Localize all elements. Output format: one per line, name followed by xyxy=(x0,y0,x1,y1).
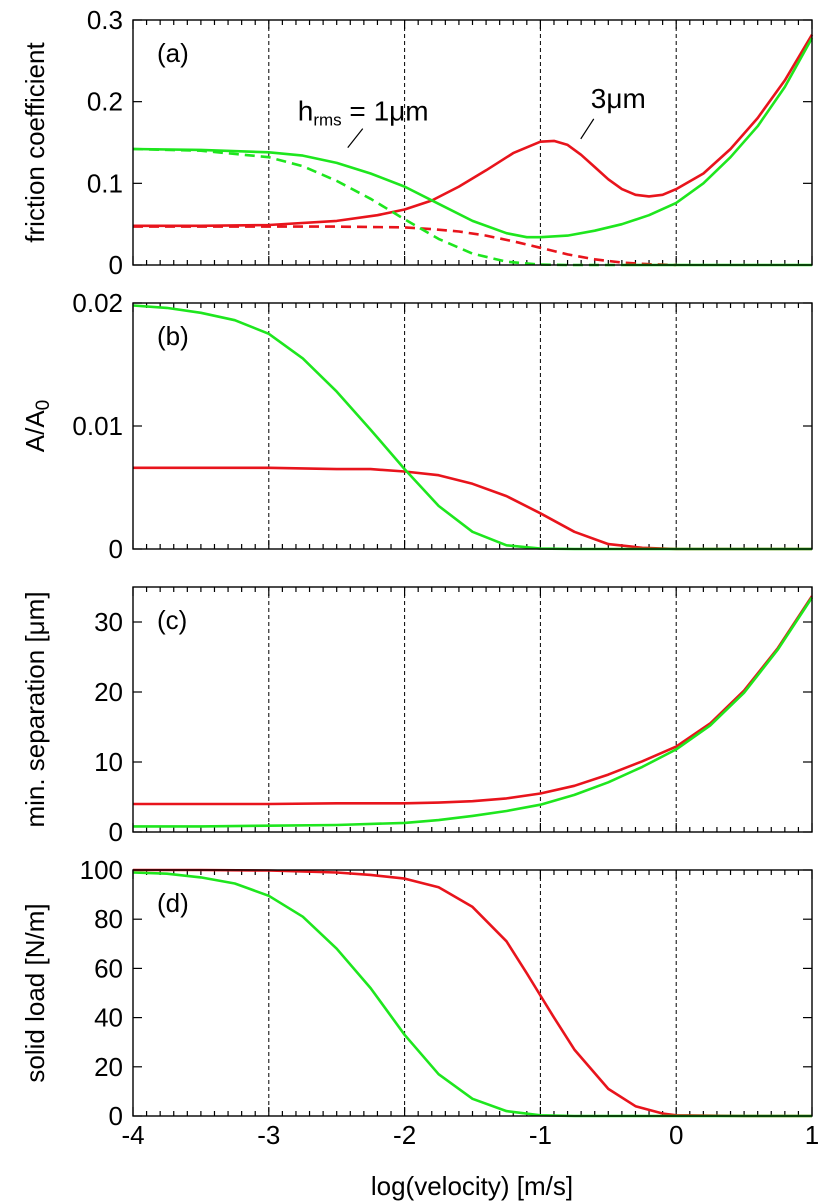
y-tick-label: 60 xyxy=(94,953,123,983)
x-tick-label: -4 xyxy=(121,1120,144,1150)
series-green xyxy=(133,596,814,828)
series-red xyxy=(133,595,814,806)
annotation-3um: 3μm xyxy=(591,83,646,114)
annotation-hrms: hrms = 1μm xyxy=(298,96,429,130)
y-tick-label: 0.2 xyxy=(87,87,123,117)
y-axis-label: min. separation [μm] xyxy=(20,591,50,827)
y-tick-label: 0 xyxy=(109,1101,123,1131)
series-green xyxy=(132,871,812,1118)
plot-frame xyxy=(132,869,813,1117)
x-tick-label: -3 xyxy=(257,1120,280,1150)
y-tick-label: 0 xyxy=(109,534,123,564)
panel-tag: (d) xyxy=(157,888,189,918)
y-tick-label: 20 xyxy=(94,677,123,707)
annotation-sub: rms xyxy=(313,111,341,130)
series-green-dash xyxy=(132,147,622,267)
series-green xyxy=(132,304,812,551)
y-axis-label: solid load [N/m] xyxy=(20,903,50,1082)
y-tick-label: 100 xyxy=(80,855,123,885)
y-tick-label: 0 xyxy=(109,250,123,280)
y-axis-label: friction coefficient xyxy=(20,42,50,243)
annotation-pointer xyxy=(580,118,595,140)
series-red xyxy=(133,466,812,551)
y-tick-label: 80 xyxy=(94,904,123,934)
y-axis-label: A/A0 xyxy=(20,400,54,453)
series-red-solid xyxy=(133,34,814,228)
panel-tag: (a) xyxy=(157,38,189,68)
panel-d: 0 20 40 60 80 100 -4 -3 -2 -1 0 1 (d) solid load [N/m… xyxy=(20,855,819,1150)
panel-tag: (c) xyxy=(157,605,187,635)
x-tick-label: 0 xyxy=(669,1120,683,1150)
plot-frame xyxy=(132,19,813,266)
y-tick-label: 30 xyxy=(94,607,123,637)
plot-frame xyxy=(132,302,813,550)
y-tick-label: 0 xyxy=(109,817,123,847)
y-tick-label: 40 xyxy=(94,1003,123,1033)
annotation-pointer xyxy=(347,128,364,149)
series-green-solid xyxy=(132,37,814,239)
panels-group: 0 0.1 0.2 0.3 (a) friction coefficient hrms = … xyxy=(20,5,819,1150)
y-tick-label: 0.3 xyxy=(87,5,123,35)
panel-a: 0 0.1 0.2 0.3 (a) friction coefficient hrms = … xyxy=(20,5,814,280)
y-tick-label: 0.1 xyxy=(87,168,123,198)
y-tick-label: 20 xyxy=(94,1052,123,1082)
y-axis-label-sub: 0 xyxy=(33,400,54,411)
series-red xyxy=(133,868,812,1118)
panel-tag: (b) xyxy=(157,321,189,351)
series-red-dash xyxy=(133,225,677,267)
x-tick-label: -2 xyxy=(393,1120,416,1150)
plot-frame xyxy=(132,586,813,833)
annotation-suffix: = 1μm xyxy=(342,96,429,127)
y-tick-label: 10 xyxy=(94,747,123,777)
panel-b: 0 0.01 0.02 (b) A/A0 xyxy=(20,288,813,564)
y-tick-label: 0.01 xyxy=(72,411,123,441)
panel-c: 0 10 20 30 (c) min. separation [μm] xyxy=(20,586,814,847)
x-axis-label: log(velocity) [m/s] xyxy=(371,1171,573,1201)
x-tick-label: -1 xyxy=(529,1120,552,1150)
y-tick-label: 0.02 xyxy=(72,288,123,318)
x-tick-label: 1 xyxy=(805,1120,819,1150)
